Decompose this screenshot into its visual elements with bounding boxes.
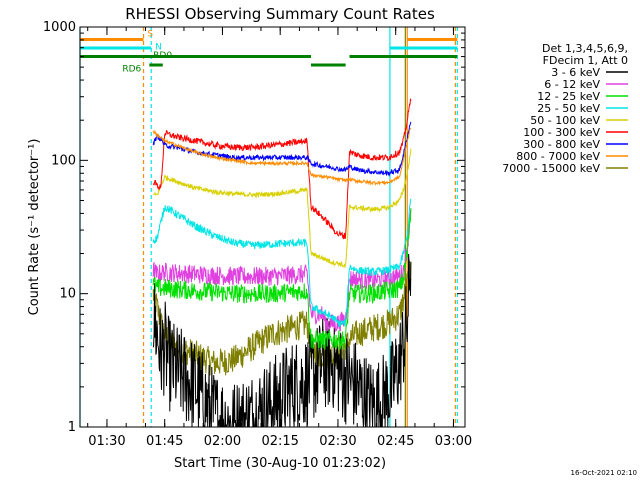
legend-label-50-100-kev: 50 - 100 keV xyxy=(530,114,600,127)
y-tick-label-1000: 1000 xyxy=(43,20,76,35)
legend: Det 1,3,4,5,6,9,FDecim 1, Att 03 - 6 keV… xyxy=(502,42,628,175)
legend-label-100-300-kev: 100 - 300 keV xyxy=(523,126,600,139)
y-axis-ticks: 1 10 100 1000 xyxy=(43,20,465,435)
flag-label-s: S xyxy=(147,30,153,40)
x-tick-label-0145: 01:45 xyxy=(146,434,183,449)
series-line-800-7000-kev xyxy=(152,127,412,186)
flag-label-rd0: RD0 xyxy=(153,51,172,61)
chart-title: RHESSI Observing Summary Count Rates xyxy=(125,5,435,23)
legend-header-line-2: FDecim 1, Att 0 xyxy=(543,54,628,67)
legend-label-300-800-kev: 300 - 800 keV xyxy=(523,138,600,151)
y-tick-label-1: 1 xyxy=(68,420,76,435)
legend-label-800-7000-kev: 800 - 7000 keV xyxy=(516,150,600,163)
legend-label-3-6-kev: 3 - 6 keV xyxy=(551,66,600,79)
series-line-25-50-kev xyxy=(152,198,412,328)
x-tick-label-0245: 02:45 xyxy=(377,434,414,449)
series-lines xyxy=(152,98,412,427)
series-line-50-100-kev xyxy=(153,148,412,268)
legend-label-7000-15000-kev: 7000 - 15000 keV xyxy=(502,162,600,175)
flag-label-n: N xyxy=(155,42,162,52)
legend-header-line-1: Det 1,3,4,5,6,9, xyxy=(542,42,628,55)
vertical-markers xyxy=(79,27,458,427)
plot-frame xyxy=(79,26,466,428)
y-axis-title: Count Rate (s⁻¹ detector⁻¹) xyxy=(27,139,42,316)
flag-label-rd6: RD6 xyxy=(122,64,141,74)
legend-label-25-50-kev: 25 - 50 keV xyxy=(537,102,600,115)
series-line-7000-15000-kev xyxy=(152,260,412,376)
x-tick-label-0300: 03:00 xyxy=(435,434,472,449)
x-axis-title: Start Time (30-Aug-10 01:23:02) xyxy=(174,456,386,471)
series-line-100-300-kev xyxy=(152,98,412,240)
series-line-6-12-kev xyxy=(152,208,412,333)
footer-timestamp: 16-Oct-2021 02:10 xyxy=(571,469,637,477)
x-tick-label-0215: 02:15 xyxy=(261,434,298,449)
x-tick-label-0230: 02:30 xyxy=(319,434,356,449)
y-tick-label-10: 10 xyxy=(59,287,76,302)
y-tick-label-100: 100 xyxy=(51,153,76,168)
x-tick-label-0130: 01:30 xyxy=(88,434,125,449)
series-line-12-25-kev xyxy=(152,208,412,351)
legend-label-12-25-kev: 12 - 25 keV xyxy=(537,90,600,103)
legend-label-6-12-kev: 6 - 12 keV xyxy=(544,78,600,91)
x-tick-label-0200: 02:00 xyxy=(204,434,241,449)
x-axis-ticks: 01:30 01:45 02:00 02:15 02:30 02:45 03:00 xyxy=(87,27,472,449)
series-line-3-6-kev xyxy=(152,253,412,427)
